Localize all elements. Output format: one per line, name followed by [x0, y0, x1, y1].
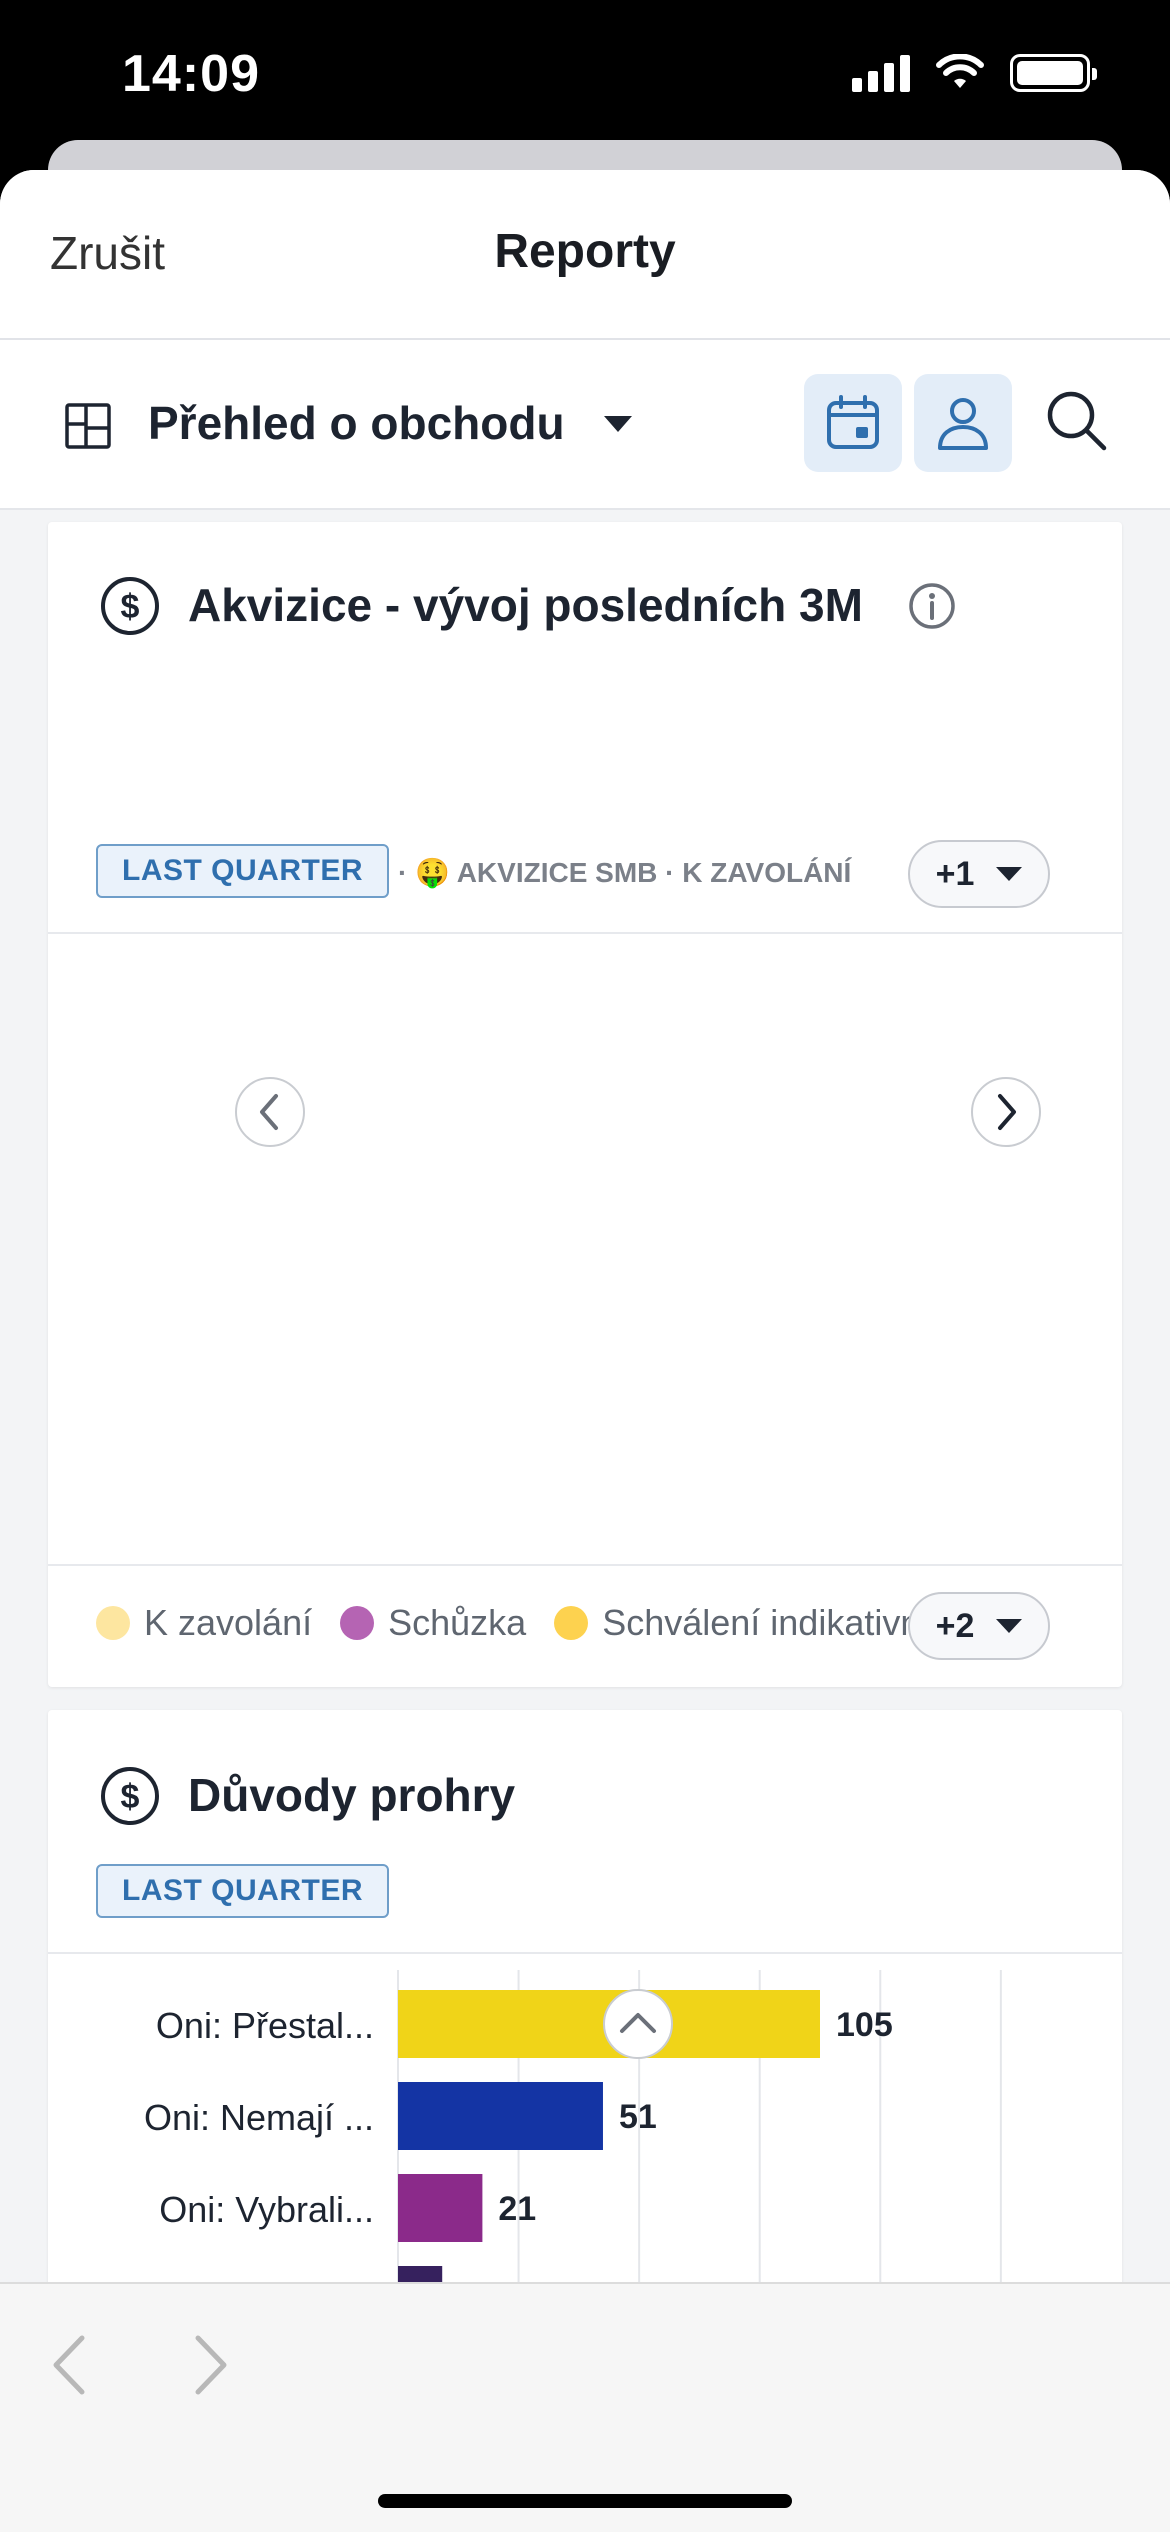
forward-arrow-icon[interactable]	[180, 2330, 240, 2400]
card-title: Akvizice - vývoj posledních 3M	[188, 579, 863, 631]
date-filter-button[interactable]	[804, 374, 902, 472]
chart-legend: K zavolání Schůzka Schválení indikativní	[96, 1602, 976, 1644]
dashboard-toolbar: Přehled o obchodu	[0, 340, 1170, 510]
legend-swatch	[340, 1606, 375, 1640]
legend-item[interactable]: Schůzka	[340, 1602, 526, 1644]
button-circle	[603, 1989, 673, 2059]
card-title: Důvody prohry	[188, 1769, 516, 1821]
battery-icon	[1010, 54, 1097, 92]
acquisition-report-card[interactable]: $ Akvizice - vývoj posledních 3M LAST QU…	[48, 522, 1122, 1687]
page-title: Reporty	[494, 225, 676, 278]
divider	[48, 1564, 1122, 1566]
more-legend-count: +2	[935, 1606, 975, 1645]
svg-text:$: $	[121, 1778, 140, 1816]
category-label: Oni: Přestal...	[156, 2005, 374, 2046]
legend-label: K zavolání	[144, 1602, 313, 1643]
chevron-down-icon	[996, 1619, 1023, 1633]
chevron-down-icon[interactable]	[604, 416, 632, 432]
more-filters-button[interactable]: +1	[908, 840, 1050, 908]
status-bar: 14:09	[0, 0, 1170, 160]
legend-item[interactable]: Schválení indikativní	[554, 1602, 930, 1644]
button-circle	[971, 1077, 1041, 1147]
collapse-button[interactable]	[603, 1989, 673, 2059]
bar-value-label: 21	[498, 2190, 536, 2228]
back-arrow-icon[interactable]	[40, 2330, 100, 2400]
divider	[48, 932, 1122, 934]
scroll-right-button[interactable]	[971, 1077, 1041, 1147]
button-circle	[235, 1077, 305, 1147]
bottom-navigation-bar	[0, 2282, 1170, 2532]
category-label: Oni: Nemají ...	[144, 2097, 374, 2138]
more-legend-button[interactable]: +2	[908, 1592, 1050, 1660]
dollar-icon: $	[101, 1767, 159, 1825]
scroll-left-button[interactable]	[235, 1077, 305, 1147]
dollar-icon: $	[101, 577, 159, 635]
status-icons	[852, 54, 1097, 92]
status-time: 14:09	[122, 45, 260, 103]
category-label: Oni: Vybrali...	[159, 2189, 374, 2230]
dashboard-selector[interactable]: Přehled o obchodu	[148, 397, 565, 449]
svg-text:$: $	[121, 588, 140, 626]
chevron-right-icon	[998, 1094, 1016, 1130]
user-filter-button[interactable]	[914, 374, 1012, 472]
legend-label: Schůzka	[388, 1602, 527, 1643]
stacked-bar-chart: 015304560Počet dealů47W40...49W41...29W4…	[235, 1077, 1041, 1147]
chevron-down-icon	[996, 867, 1023, 881]
dashboard-grid-icon	[65, 403, 111, 449]
more-filters-count: +1	[935, 854, 975, 893]
bar-value-label: 51	[619, 2098, 657, 2136]
calendar-icon	[827, 395, 879, 449]
search-button[interactable]	[1036, 380, 1116, 460]
bar	[398, 2082, 603, 2150]
filter-summary: · 🤑 AKVIZICE SMB · K ZAVOLÁNÍ	[398, 857, 852, 888]
legend-label: Schválení indikativní	[602, 1602, 931, 1643]
period-badge: LAST QUARTER	[96, 1864, 389, 1918]
legend-swatch	[96, 1606, 130, 1640]
chevron-left-icon	[260, 1094, 278, 1130]
bar	[398, 2174, 483, 2242]
legend-item[interactable]: K zavolání	[96, 1602, 312, 1644]
legend-swatch	[554, 1606, 589, 1640]
chevron-up-icon	[620, 2013, 656, 2033]
cancel-button[interactable]: Zrušit	[50, 227, 165, 279]
divider	[48, 1952, 1122, 1954]
cellular-signal-icon	[852, 54, 910, 92]
reports-sheet: Zrušit Reporty Přehled o obchodu	[0, 170, 1170, 2532]
info-icon[interactable]	[908, 582, 956, 630]
bar-value-label: 105	[836, 2006, 893, 2044]
wifi-icon	[936, 54, 984, 88]
user-icon	[938, 398, 988, 450]
search-icon	[1047, 391, 1107, 451]
nav-bar: Zrušit Reporty	[0, 170, 1170, 340]
home-indicator	[378, 2494, 792, 2508]
period-badge: LAST QUARTER	[96, 844, 389, 898]
